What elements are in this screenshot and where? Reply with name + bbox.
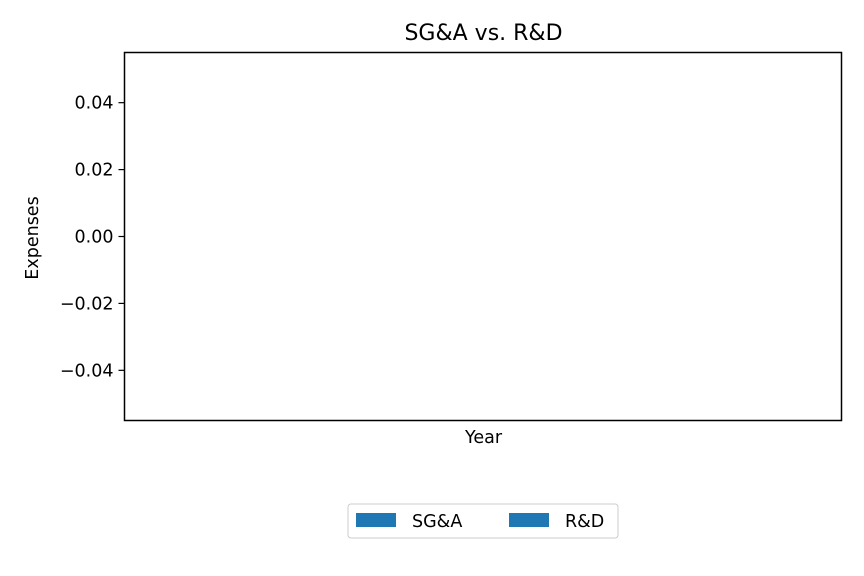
y-tick-label: 0.02 [75, 161, 114, 181]
legend-frame [347, 503, 619, 539]
y-axis-ticks: 0.04 0.02 0.00 −0.02 −0.04 [60, 94, 125, 381]
y-tick-label: −0.04 [60, 361, 114, 381]
chart-title: SG&A vs. R&D [404, 21, 562, 46]
plot-area [123, 51, 843, 422]
x-axis-label: Year [464, 428, 503, 448]
y-tick-label: −0.02 [60, 294, 114, 314]
legend-label-sga: SG&A [412, 512, 462, 532]
legend: SG&A R&D [347, 503, 619, 539]
y-tick-label: 0.00 [75, 228, 114, 248]
y-tick-label: 0.04 [75, 94, 114, 114]
plot-frame [123, 51, 843, 422]
legend-swatch-rd [509, 513, 549, 527]
y-axis-label: Expenses [23, 196, 43, 279]
legend-label-rd: R&D [565, 512, 604, 532]
legend-swatch-sga [356, 513, 396, 527]
